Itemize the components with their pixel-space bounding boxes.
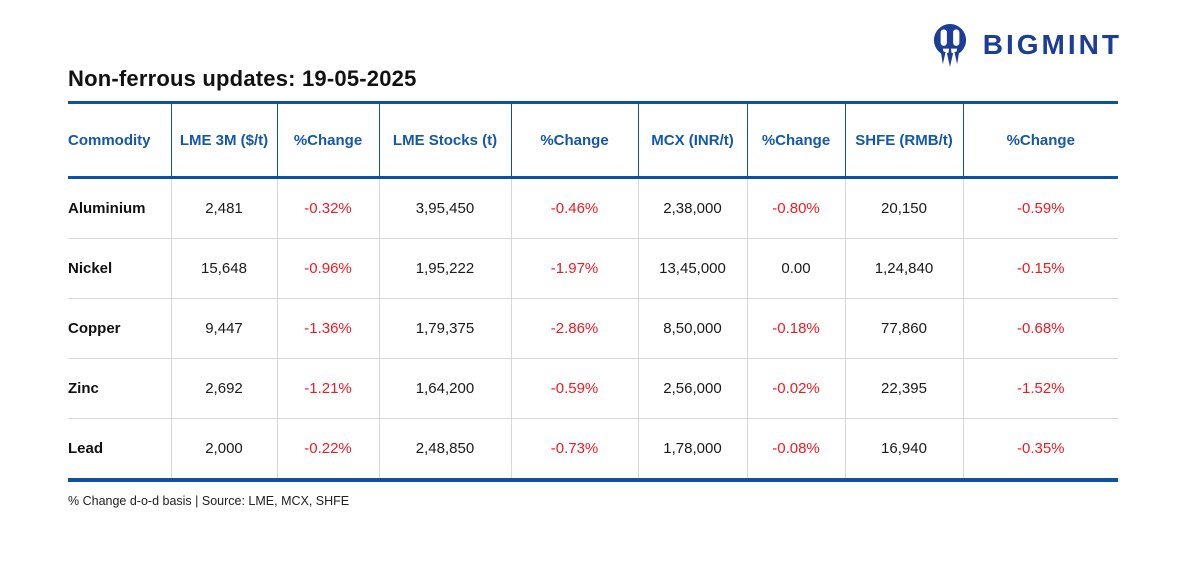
bigmint-logo: BIGMINT: [927, 20, 1122, 70]
value-cell: -0.32%: [277, 177, 380, 239]
value-cell: 15,648: [171, 238, 278, 299]
commodity-table: Commodity LME 3M ($/t) %Change LME Stocks (…: [68, 101, 1118, 482]
value-cell: 1,64,200: [379, 358, 512, 419]
value-cell: -0.46%: [511, 177, 639, 239]
value-cell: 22,395: [845, 358, 964, 419]
value-cell: -0.96%: [277, 238, 380, 299]
value-cell: -0.68%: [963, 298, 1118, 359]
table-row: Copper 9,447 -1.36% 1,79,375 -2.86% 8,50,000-…: [68, 298, 1118, 359]
value-cell: -1.21%: [277, 358, 380, 419]
commodity-name: Copper: [68, 298, 172, 359]
commodity-name: Aluminium: [68, 177, 172, 239]
value-cell: -0.22%: [277, 418, 380, 480]
value-cell: 3,95,450: [379, 177, 512, 239]
value-cell: -0.15%: [963, 238, 1118, 299]
value-cell: 20,150: [845, 177, 964, 239]
column-header: %Change: [511, 102, 639, 179]
table-row: Nickel 15,648 -0.96% 1,95,222 -1.97% 13,45,00…: [68, 238, 1118, 299]
value-cell: -1.52%: [963, 358, 1118, 419]
value-cell: 1,24,840: [845, 238, 964, 299]
bigmint-logo-icon: [933, 24, 966, 68]
column-header: SHFE (RMB/t): [845, 102, 964, 179]
value-cell: 1,79,375: [379, 298, 512, 359]
column-header: Commodity: [68, 102, 172, 179]
value-cell: -0.73%: [511, 418, 639, 480]
footnote: % Change d-o-d basis | Source: LME, MCX,…: [68, 494, 350, 508]
value-cell: -0.35%: [1016, 440, 1065, 457]
value-cell: 2,481: [171, 177, 278, 239]
page-title: Non-ferrous updates: 19-05-2025: [68, 66, 417, 91]
value-cell: -1.97%: [511, 238, 639, 299]
commodity-name: Zinc: [68, 358, 172, 419]
value-cell: 2,38,000: [638, 177, 748, 239]
column-header: MCX (INR/t): [638, 102, 748, 179]
value-cell: -0.18%: [747, 298, 846, 359]
value-cell: 9,447: [171, 298, 278, 359]
column-header: %Change: [963, 102, 1118, 179]
value-cell: -0.59%: [511, 358, 639, 419]
commodity-name: Lead: [68, 418, 172, 480]
value-cell: 0.00: [747, 238, 846, 299]
bigmint-logo-text: BIGMINT: [982, 29, 1122, 60]
value-cell: 1,78,000: [638, 418, 748, 480]
value-cell: 16,940: [845, 418, 964, 480]
value-cell: 1,95,222: [379, 238, 512, 299]
value-cell: -0.80%: [747, 177, 846, 239]
value-cell: 2,692: [171, 358, 278, 419]
value-cell: -0.02%: [747, 358, 846, 419]
value-cell: 2,000: [171, 418, 278, 480]
column-header: LME 3M ($/t): [171, 102, 278, 179]
value-cell: -0.59%: [963, 177, 1118, 239]
column-header: %Change: [277, 102, 380, 179]
commodity-name: Nickel: [68, 238, 172, 299]
column-header: %Change: [747, 102, 846, 179]
value-cell: -2.86%: [511, 298, 639, 359]
value-cell: 8,50,000: [638, 298, 748, 359]
value-cell: 2,48,850: [379, 418, 512, 480]
table-row: Lead 2,000 -0.22% 2,48,850 -0.73% 1,78,000 -0.…: [68, 418, 1118, 480]
value-cell: -0.08%: [747, 418, 846, 480]
table-row: Zinc 2,692 -1.21% 1,64,200 -0.59% 2,56,000 -0.…: [68, 358, 1118, 419]
value-cell: -1.36%: [277, 298, 380, 359]
column-header: LME Stocks (t): [379, 102, 512, 179]
value-cell: 13,45,000: [638, 238, 748, 299]
value-cell: 77,860: [845, 298, 964, 359]
table-row: Aluminium 2,481 -0.32% 3,95,450 -0.46% 2,38,0…: [68, 177, 1118, 239]
table-container: Commodity LME 3M ($/t) %Change LME Stocks (…: [68, 101, 1118, 482]
value-cell: 2,56,000: [638, 358, 748, 419]
header-row: Commodity LME 3M ($/t) %Change LME Stocks (…: [68, 102, 1118, 179]
